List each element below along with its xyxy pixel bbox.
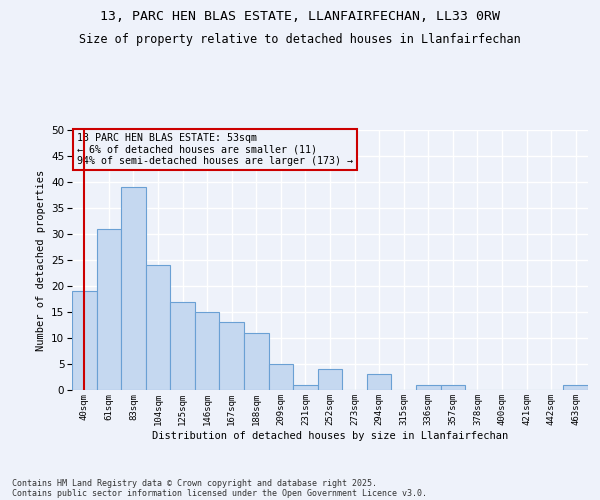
Text: 13, PARC HEN BLAS ESTATE, LLANFAIRFECHAN, LL33 0RW: 13, PARC HEN BLAS ESTATE, LLANFAIRFECHAN…	[100, 10, 500, 23]
Bar	[97, 229, 121, 390]
Text: Size of property relative to detached houses in Llanfairfechan: Size of property relative to detached ho…	[79, 32, 521, 46]
Bar	[244, 333, 269, 390]
Bar	[416, 385, 440, 390]
Bar	[121, 187, 146, 390]
Bar	[220, 322, 244, 390]
Bar	[318, 369, 342, 390]
Bar	[170, 302, 195, 390]
Text: Contains public sector information licensed under the Open Government Licence v3: Contains public sector information licen…	[12, 488, 427, 498]
Bar	[146, 265, 170, 390]
Bar	[72, 291, 97, 390]
Text: Contains HM Land Registry data © Crown copyright and database right 2025.: Contains HM Land Registry data © Crown c…	[12, 478, 377, 488]
Bar	[269, 364, 293, 390]
Bar	[440, 385, 465, 390]
X-axis label: Distribution of detached houses by size in Llanfairfechan: Distribution of detached houses by size …	[152, 430, 508, 440]
Y-axis label: Number of detached properties: Number of detached properties	[35, 170, 46, 350]
Bar	[563, 385, 588, 390]
Bar	[293, 385, 318, 390]
Bar	[367, 374, 391, 390]
Text: 13 PARC HEN BLAS ESTATE: 53sqm
← 6% of detached houses are smaller (11)
94% of s: 13 PARC HEN BLAS ESTATE: 53sqm ← 6% of d…	[77, 132, 353, 166]
Bar	[195, 312, 220, 390]
